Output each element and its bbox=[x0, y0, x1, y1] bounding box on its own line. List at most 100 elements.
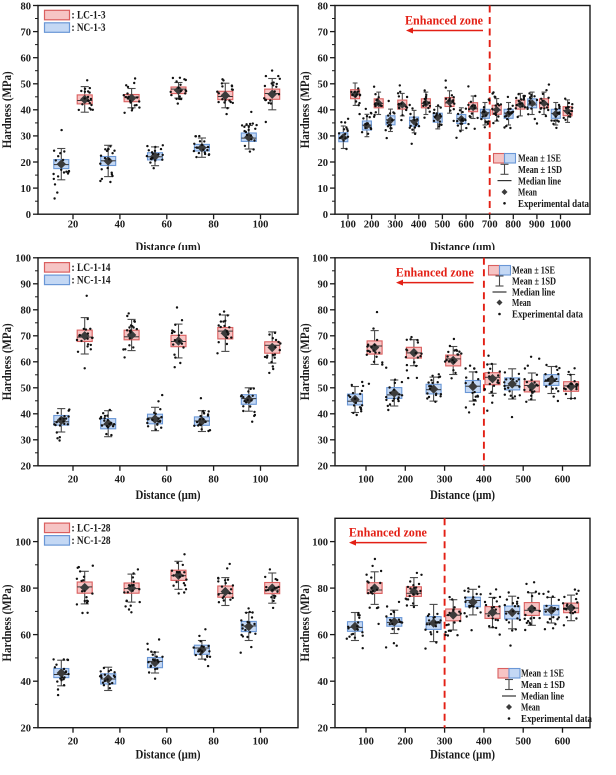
svg-text:: LC-1-28: : LC-1-28 bbox=[72, 522, 111, 534]
svg-text:100: 100 bbox=[15, 537, 31, 548]
svg-text:Enhanced zone: Enhanced zone bbox=[349, 526, 427, 540]
svg-text:300: 300 bbox=[437, 474, 453, 485]
svg-text:Enhanced zone: Enhanced zone bbox=[405, 14, 483, 28]
svg-text:40: 40 bbox=[318, 410, 329, 421]
svg-text:Median line: Median line bbox=[521, 691, 564, 703]
svg-text:30: 30 bbox=[21, 132, 32, 143]
svg-text:60: 60 bbox=[21, 54, 32, 65]
svg-text:80: 80 bbox=[21, 584, 32, 595]
svg-text:60: 60 bbox=[318, 54, 329, 65]
svg-text:Hardness (MPa): Hardness (MPa) bbox=[297, 71, 312, 148]
svg-text:60: 60 bbox=[21, 358, 32, 369]
svg-text:20: 20 bbox=[21, 462, 32, 473]
svg-text:1000: 1000 bbox=[550, 220, 571, 231]
svg-text:Mean ± 1SD: Mean ± 1SD bbox=[518, 164, 562, 176]
svg-text:700: 700 bbox=[482, 220, 498, 231]
svg-text:: NC-1-3: : NC-1-3 bbox=[72, 22, 106, 34]
svg-text:80: 80 bbox=[318, 584, 329, 595]
svg-text:80: 80 bbox=[208, 220, 219, 231]
svg-text:100: 100 bbox=[253, 474, 269, 485]
svg-text:0: 0 bbox=[323, 210, 328, 221]
svg-text:70: 70 bbox=[21, 27, 32, 38]
svg-text:70: 70 bbox=[318, 27, 329, 38]
svg-text:40: 40 bbox=[21, 106, 32, 117]
svg-text:500: 500 bbox=[515, 736, 531, 747]
svg-text:100: 100 bbox=[358, 736, 374, 747]
svg-text:200: 200 bbox=[364, 220, 380, 231]
svg-text:Mean ± 1SD: Mean ± 1SD bbox=[521, 679, 565, 691]
svg-text:100: 100 bbox=[15, 254, 31, 265]
svg-text:30: 30 bbox=[21, 436, 32, 447]
svg-text:90: 90 bbox=[21, 280, 32, 291]
svg-text:Distance (μm): Distance (μm) bbox=[136, 239, 201, 254]
svg-text:100: 100 bbox=[358, 474, 374, 485]
svg-text:30: 30 bbox=[318, 436, 329, 447]
svg-text:40: 40 bbox=[318, 677, 329, 688]
svg-text:Mean ± 1SE: Mean ± 1SE bbox=[521, 668, 564, 680]
svg-text:100: 100 bbox=[253, 220, 269, 231]
svg-text:100: 100 bbox=[312, 537, 328, 548]
svg-text:600: 600 bbox=[458, 220, 474, 231]
svg-text:40: 40 bbox=[115, 736, 126, 747]
svg-text:Distance (μm): Distance (μm) bbox=[430, 747, 495, 762]
svg-text:Hardness (MPa): Hardness (MPa) bbox=[0, 71, 14, 148]
svg-text:20: 20 bbox=[68, 736, 79, 747]
svg-text:600: 600 bbox=[555, 474, 571, 485]
svg-text:Distance (μm): Distance (μm) bbox=[430, 487, 495, 502]
svg-text:60: 60 bbox=[162, 736, 173, 747]
svg-text:Median line: Median line bbox=[518, 175, 561, 187]
svg-text:Mean ± 1SE: Mean ± 1SE bbox=[518, 153, 561, 165]
svg-text:: NC-1-28: : NC-1-28 bbox=[72, 535, 111, 547]
svg-text:60: 60 bbox=[318, 358, 329, 369]
svg-text:Hardness (MPa): Hardness (MPa) bbox=[0, 323, 14, 400]
svg-text:Hardness (MPa): Hardness (MPa) bbox=[0, 585, 14, 662]
svg-text:Distance (μm): Distance (μm) bbox=[136, 747, 201, 762]
svg-text:Mean: Mean bbox=[521, 702, 540, 714]
svg-text:: LC-1-14: : LC-1-14 bbox=[72, 262, 111, 274]
svg-text:Mean ± 1SE: Mean ± 1SE bbox=[512, 265, 555, 277]
svg-text:20: 20 bbox=[21, 724, 32, 735]
svg-text:70: 70 bbox=[21, 332, 32, 343]
svg-text:60: 60 bbox=[21, 630, 32, 641]
svg-text:60: 60 bbox=[162, 220, 173, 231]
svg-text:70: 70 bbox=[318, 332, 329, 343]
svg-text:Experimental data: Experimental data bbox=[512, 309, 583, 321]
svg-text:100: 100 bbox=[312, 254, 328, 265]
svg-text:Mean: Mean bbox=[518, 187, 537, 199]
svg-text:20: 20 bbox=[68, 220, 79, 231]
svg-text:Experimental data: Experimental data bbox=[518, 198, 589, 210]
svg-text:100: 100 bbox=[253, 736, 269, 747]
svg-text:300: 300 bbox=[437, 736, 453, 747]
svg-text:400: 400 bbox=[476, 474, 492, 485]
svg-text:Mean ± 1SD: Mean ± 1SD bbox=[512, 276, 556, 288]
svg-text:Distance (μm): Distance (μm) bbox=[430, 239, 495, 254]
svg-text:100: 100 bbox=[340, 220, 356, 231]
svg-text:40: 40 bbox=[21, 677, 32, 688]
svg-text:60: 60 bbox=[162, 474, 173, 485]
svg-text:Distance (μm): Distance (μm) bbox=[136, 487, 201, 502]
svg-text:90: 90 bbox=[318, 280, 329, 291]
svg-text:300: 300 bbox=[387, 220, 403, 231]
svg-text:Experimental data: Experimental data bbox=[521, 713, 592, 725]
svg-text:200: 200 bbox=[397, 736, 413, 747]
svg-text:80: 80 bbox=[208, 736, 219, 747]
svg-text:20: 20 bbox=[318, 462, 329, 473]
svg-text:20: 20 bbox=[318, 158, 329, 169]
svg-text:30: 30 bbox=[318, 132, 329, 143]
svg-text:500: 500 bbox=[515, 474, 531, 485]
svg-text:20: 20 bbox=[68, 474, 79, 485]
svg-text:900: 900 bbox=[529, 220, 545, 231]
svg-text:800: 800 bbox=[505, 220, 521, 231]
svg-text:20: 20 bbox=[21, 158, 32, 169]
svg-text:200: 200 bbox=[397, 474, 413, 485]
svg-text:Median line: Median line bbox=[512, 287, 555, 299]
svg-text:40: 40 bbox=[115, 220, 126, 231]
svg-text:50: 50 bbox=[318, 384, 329, 395]
svg-text:: LC-1-3: : LC-1-3 bbox=[72, 10, 106, 22]
svg-text:80: 80 bbox=[21, 306, 32, 317]
svg-text:Mean: Mean bbox=[512, 297, 531, 309]
svg-text:10: 10 bbox=[21, 184, 32, 195]
svg-text:0: 0 bbox=[26, 210, 31, 221]
svg-text:10: 10 bbox=[318, 184, 329, 195]
svg-text:80: 80 bbox=[208, 474, 219, 485]
